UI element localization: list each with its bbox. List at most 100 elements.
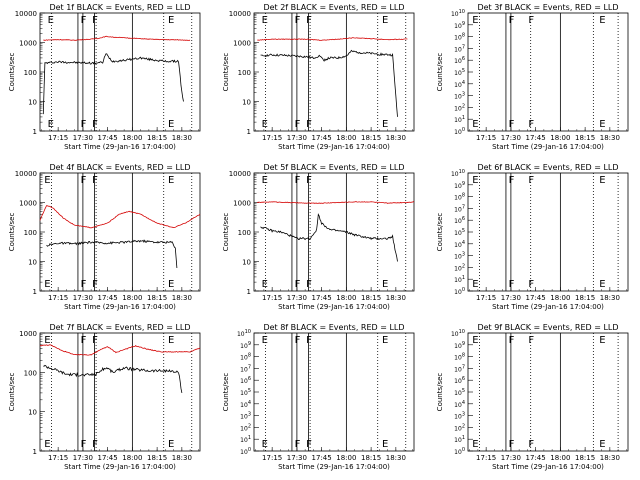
event-marker-f-top: F (509, 175, 515, 186)
x-tick-label: 17:45 (312, 294, 332, 302)
event-marker-e-top: E (472, 175, 478, 186)
x-axis-label: Start Time (29-Jan-16 17:04:00) (278, 143, 390, 151)
x-tick-label: 18:00 (122, 454, 142, 462)
x-tick-label: 17:30 (73, 294, 93, 302)
x-tick-label: 18:15 (575, 454, 595, 462)
y-tick-label: 100 (454, 127, 465, 136)
event-marker-e-bottom: E (168, 439, 174, 450)
x-tick-label: 18:15 (575, 294, 595, 302)
series-lld-line (39, 205, 201, 229)
plot-frame (467, 12, 629, 132)
x-tick-label: 17:15 (262, 294, 282, 302)
event-marker-f-top: F (295, 175, 301, 186)
x-axis-label: Start Time (29-Jan-16 17:04:00) (64, 303, 176, 311)
x-tick-label: 17:15 (262, 454, 282, 462)
y-tick-label: 102 (454, 263, 465, 272)
event-marker-e-bottom: E (168, 119, 174, 130)
event-marker-f-bottom: F (81, 439, 87, 450)
x-tick-label: 18:00 (336, 294, 356, 302)
y-tick-label: 109 (454, 181, 465, 190)
y-axis-label: Counts/sec (436, 213, 444, 252)
event-marker-f-top: F (528, 335, 534, 346)
event-marker-f-bottom: F (306, 439, 312, 450)
y-axis-label: Counts/sec (8, 373, 16, 412)
chart-panel-3f: Det 3f BLACK = Events, RED = LLD 100 101 10… (436, 3, 629, 151)
event-marker-e-bottom: E (599, 279, 605, 290)
y-tick-label: 108 (454, 193, 465, 202)
event-marker-e-bottom: E (262, 279, 268, 290)
x-tick-label: 18:30 (600, 454, 620, 462)
y-tick-label: 10 (242, 99, 251, 107)
event-marker-f-top: F (81, 15, 87, 26)
x-tick-label: 17:45 (526, 134, 546, 142)
x-axis-label: Start Time (29-Jan-16 17:04:00) (64, 143, 176, 151)
x-tick-label: 17:15 (48, 134, 68, 142)
chart-title: Det 6f BLACK = Events, RED = LLD (477, 163, 618, 172)
y-tick-label: 106 (454, 56, 465, 65)
x-tick-label: 17:30 (73, 134, 93, 142)
event-marker-e-bottom: E (44, 439, 50, 450)
event-marker-f-bottom: F (528, 279, 534, 290)
y-tick-label: 1 (33, 288, 37, 296)
y-tick-label: 1000 (19, 200, 37, 208)
x-tick-label: 18:00 (550, 134, 570, 142)
event-marker-f-top: F (81, 335, 87, 346)
x-tick-label: 17:30 (287, 134, 307, 142)
event-marker-e-top: E (382, 175, 388, 186)
event-marker-f-top: F (92, 335, 98, 346)
chart-title: Det 5f BLACK = Events, RED = LLD (263, 163, 404, 172)
y-tick-label: 103 (454, 412, 465, 421)
chart-panel-8f: Det 8f BLACK = Events, RED = LLD 100 101 10… (222, 323, 415, 471)
event-marker-f-top: F (92, 15, 98, 26)
x-axis-label: Start Time (29-Jan-16 17:04:00) (492, 463, 604, 471)
y-tick-label: 109 (240, 341, 251, 350)
y-tick-label: 10 (28, 259, 37, 267)
x-tick-label: 17:30 (501, 294, 521, 302)
x-axis-label: Start Time (29-Jan-16 17:04:00) (278, 303, 390, 311)
y-tick-label: 101 (454, 435, 465, 444)
series-events-line (46, 239, 178, 269)
x-tick-label: 18:15 (147, 294, 167, 302)
y-tick-label: 100 (454, 447, 465, 456)
x-tick-label: 18:30 (600, 134, 620, 142)
event-marker-f-bottom: F (92, 119, 98, 130)
plot-frame (39, 12, 201, 132)
y-tick-label: 108 (454, 353, 465, 362)
y-tick-label: 108 (454, 33, 465, 42)
event-marker-f-bottom: F (509, 439, 515, 450)
event-marker-e-top: E (262, 335, 268, 346)
event-marker-f-bottom: F (92, 279, 98, 290)
x-tick-label: 18:30 (172, 454, 192, 462)
x-tick-label: 18:00 (122, 134, 142, 142)
x-tick-label: 17:30 (501, 454, 521, 462)
event-marker-e-top: E (599, 15, 605, 26)
event-marker-f-top: F (306, 335, 312, 346)
event-marker-e-bottom: E (599, 119, 605, 130)
x-tick-label: 17:15 (262, 134, 282, 142)
y-tick-label: 100 (238, 69, 251, 77)
series-events-line (260, 49, 398, 117)
event-marker-f-bottom: F (295, 279, 301, 290)
x-tick-label: 18:30 (172, 134, 192, 142)
event-marker-f-bottom: F (306, 279, 312, 290)
x-tick-label: 17:15 (48, 454, 68, 462)
event-marker-e-top: E (168, 15, 174, 26)
event-marker-e-bottom: E (382, 439, 388, 450)
chart-title: Det 4f BLACK = Events, RED = LLD (49, 163, 190, 172)
x-axis-label: Start Time (29-Jan-16 17:04:00) (492, 143, 604, 151)
event-marker-e-top: E (599, 175, 605, 186)
event-marker-e-top: E (472, 15, 478, 26)
x-tick-label: 17:15 (476, 134, 496, 142)
plot-frame (39, 332, 201, 452)
y-tick-label: 105 (454, 388, 465, 397)
event-marker-f-top: F (509, 15, 515, 26)
event-marker-f-top: F (295, 15, 301, 26)
y-tick-label: 109 (454, 341, 465, 350)
chart-title: Det 9f BLACK = Events, RED = LLD (477, 323, 618, 332)
y-tick-label: 100 (24, 369, 37, 377)
y-tick-label: 1000 (19, 40, 37, 48)
x-tick-label: 17:30 (73, 454, 93, 462)
event-marker-f-top: F (528, 15, 534, 26)
event-marker-f-bottom: F (528, 119, 534, 130)
